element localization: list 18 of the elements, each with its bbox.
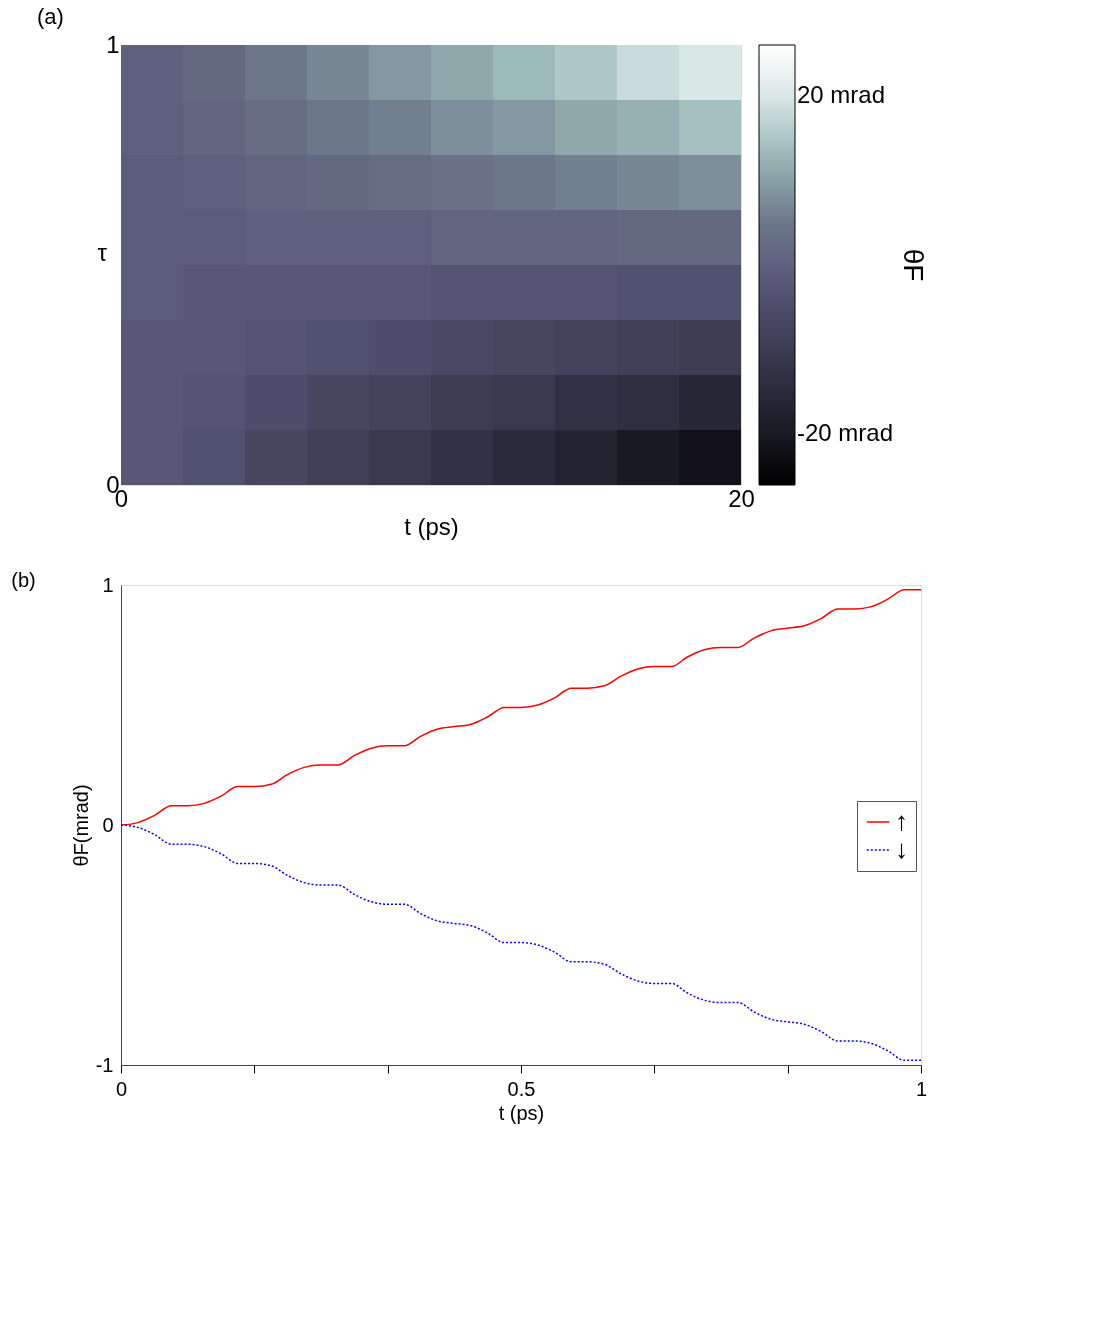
y-tick-label: 1 — [106, 30, 120, 58]
x-axis-title: t (ps) — [404, 512, 459, 540]
color-bar-label: -20 mrad — [797, 419, 894, 447]
x-axis-title: t (ps) — [498, 1101, 545, 1124]
x-tick-label: 20 — [728, 484, 755, 512]
x-tick-label: 0.5 — [507, 1077, 536, 1100]
color-bar-title: θF — [898, 248, 929, 282]
color-bar-label: 20 mrad — [797, 80, 886, 108]
y-tick-label: 1 — [102, 573, 114, 596]
y-axis-title: θF(mrad) — [69, 784, 92, 867]
x-tick-label: 1 — [915, 1077, 928, 1100]
y-tick-label: 0 — [102, 813, 114, 836]
chart-title: (b) — [11, 569, 36, 591]
legend-label: ↑ — [895, 806, 908, 836]
y-tick-label: -1 — [95, 1053, 114, 1076]
y-axis-title: τ — [97, 238, 108, 266]
legend-label: ↓ — [895, 834, 908, 864]
chart-title: (a) — [36, 4, 64, 29]
